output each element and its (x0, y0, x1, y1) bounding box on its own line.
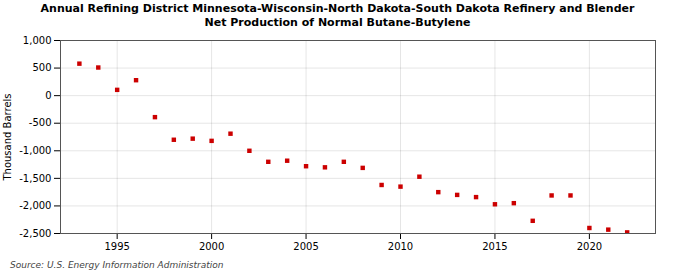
svg-text:Thousand Barrels: Thousand Barrels (2, 93, 13, 181)
svg-text:-2,000: -2,000 (19, 200, 51, 211)
svg-text:-1,500: -1,500 (19, 173, 51, 184)
svg-text:1,000: 1,000 (23, 35, 52, 46)
svg-text:2005: 2005 (293, 241, 318, 252)
svg-text:0: 0 (45, 90, 51, 101)
svg-text:1995: 1995 (104, 241, 129, 252)
svg-text:2015: 2015 (482, 241, 507, 252)
html-text:Net Production of Normal Butan: Net Production of Normal Butane-Butylene (204, 16, 471, 29)
svg-text:-2,500: -2,500 (19, 228, 51, 239)
svg-text:2010: 2010 (388, 241, 413, 252)
svg-text:2000: 2000 (199, 241, 224, 252)
svg-text:500: 500 (32, 62, 51, 73)
svg-text:2020: 2020 (577, 241, 602, 252)
html-text:Annual Refining District Minne: Annual Refining District Minnesota-Wisco… (40, 2, 635, 15)
html-text:Source: U.S. Energy Informatio: Source: U.S. Energy Information Administ… (10, 260, 224, 270)
svg-text:-1,000: -1,000 (19, 145, 51, 156)
svg-text:-500: -500 (29, 117, 52, 128)
